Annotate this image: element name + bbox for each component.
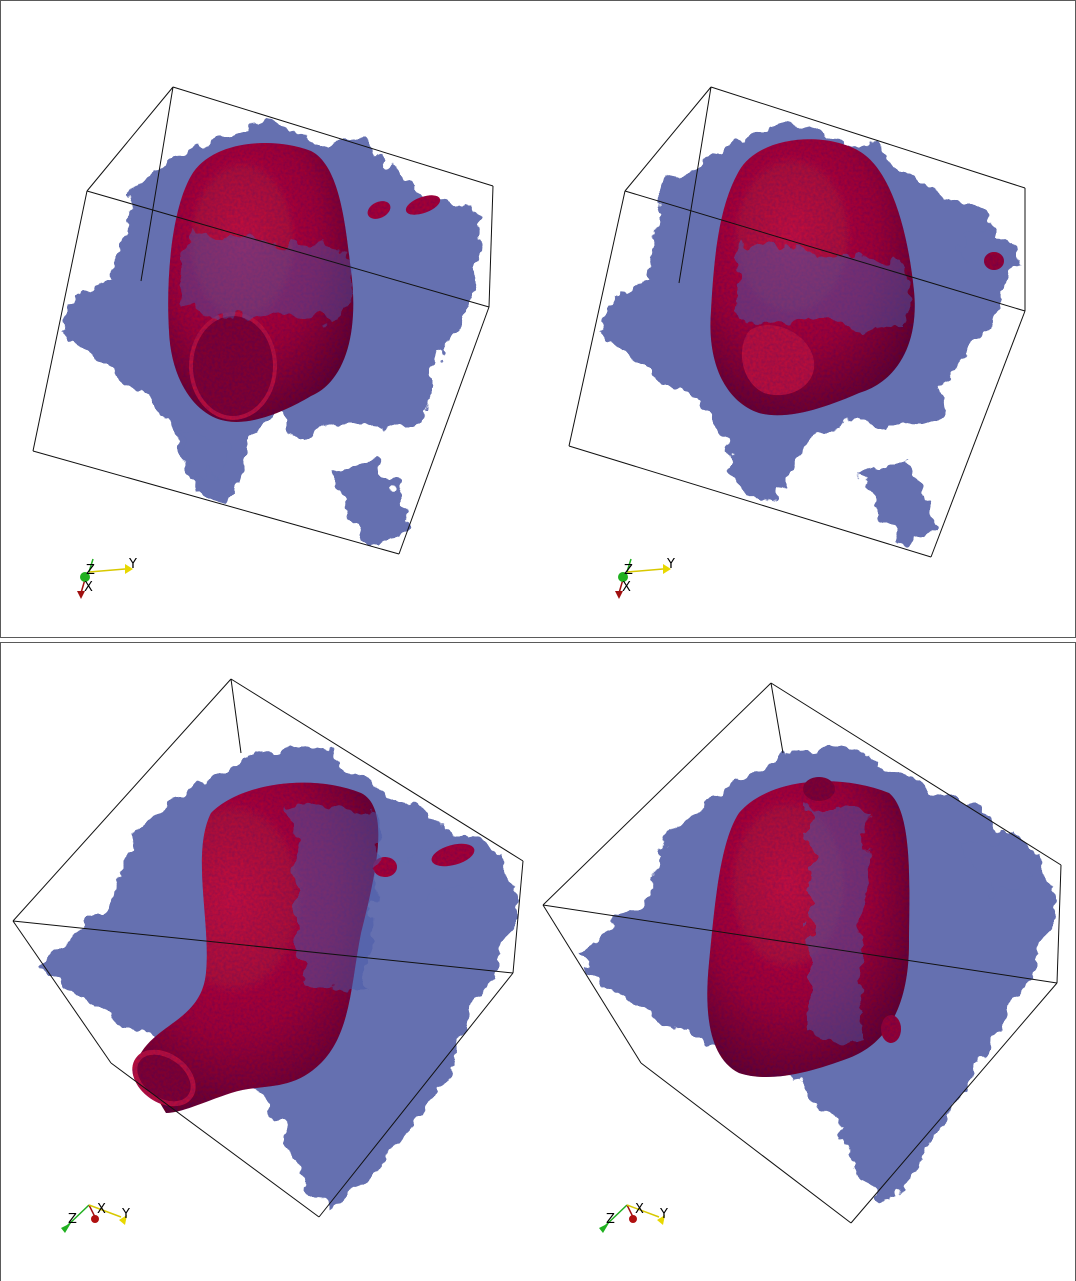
red-small-blob <box>881 1015 901 1043</box>
red-small-blob-2 <box>431 843 475 867</box>
volume-render-top-right <box>568 86 1026 558</box>
red-small-blob-1 <box>367 201 391 219</box>
volume-render-bottom-left <box>12 678 524 1218</box>
red-small-blob-1 <box>373 857 397 877</box>
render-view-top-right: Z Y X <box>539 1 1075 637</box>
orientation-axes-bottom-left <box>61 1204 127 1233</box>
axis-label-x: X <box>84 580 93 595</box>
axis-label-x: X <box>97 1202 106 1217</box>
axis-label-x: X <box>622 580 631 595</box>
bounding-box <box>568 86 1026 558</box>
red-small-blob <box>984 252 1004 270</box>
axis-label-z: Z <box>606 1212 615 1227</box>
axis-label-y: Y <box>660 1207 668 1222</box>
top-panel: Z Y X <box>0 0 1076 638</box>
red-surface-patch <box>741 325 815 396</box>
volume-render-bottom-right <box>542 682 1062 1224</box>
red-small-blob-2 <box>405 195 441 215</box>
axis-label-z: Z <box>86 563 95 578</box>
axis-label-y: Y <box>667 557 675 572</box>
orientation-axes-top-left <box>77 558 133 599</box>
axis-label-z: Z <box>68 1212 77 1227</box>
axis-label-z: Z <box>624 563 633 578</box>
render-view-bottom-left: Z X Y <box>1 643 539 1281</box>
volume-render-top-left <box>32 86 494 555</box>
axis-label-y: Y <box>122 1207 130 1222</box>
render-view-top-left: Z Y X <box>1 1 539 637</box>
axis-label-y: Y <box>129 557 137 572</box>
orientation-axes-top-right <box>615 558 671 599</box>
bounding-box <box>12 678 524 1218</box>
render-view-bottom-right: Z X Y <box>539 643 1075 1281</box>
axis-label-x: X <box>635 1202 644 1217</box>
red-surface-spot <box>803 777 835 801</box>
bounding-box <box>32 86 494 555</box>
bounding-box <box>542 682 1062 1224</box>
orientation-axes-bottom-right <box>599 1204 665 1233</box>
bottom-panel: Z X Y <box>0 642 1076 1281</box>
